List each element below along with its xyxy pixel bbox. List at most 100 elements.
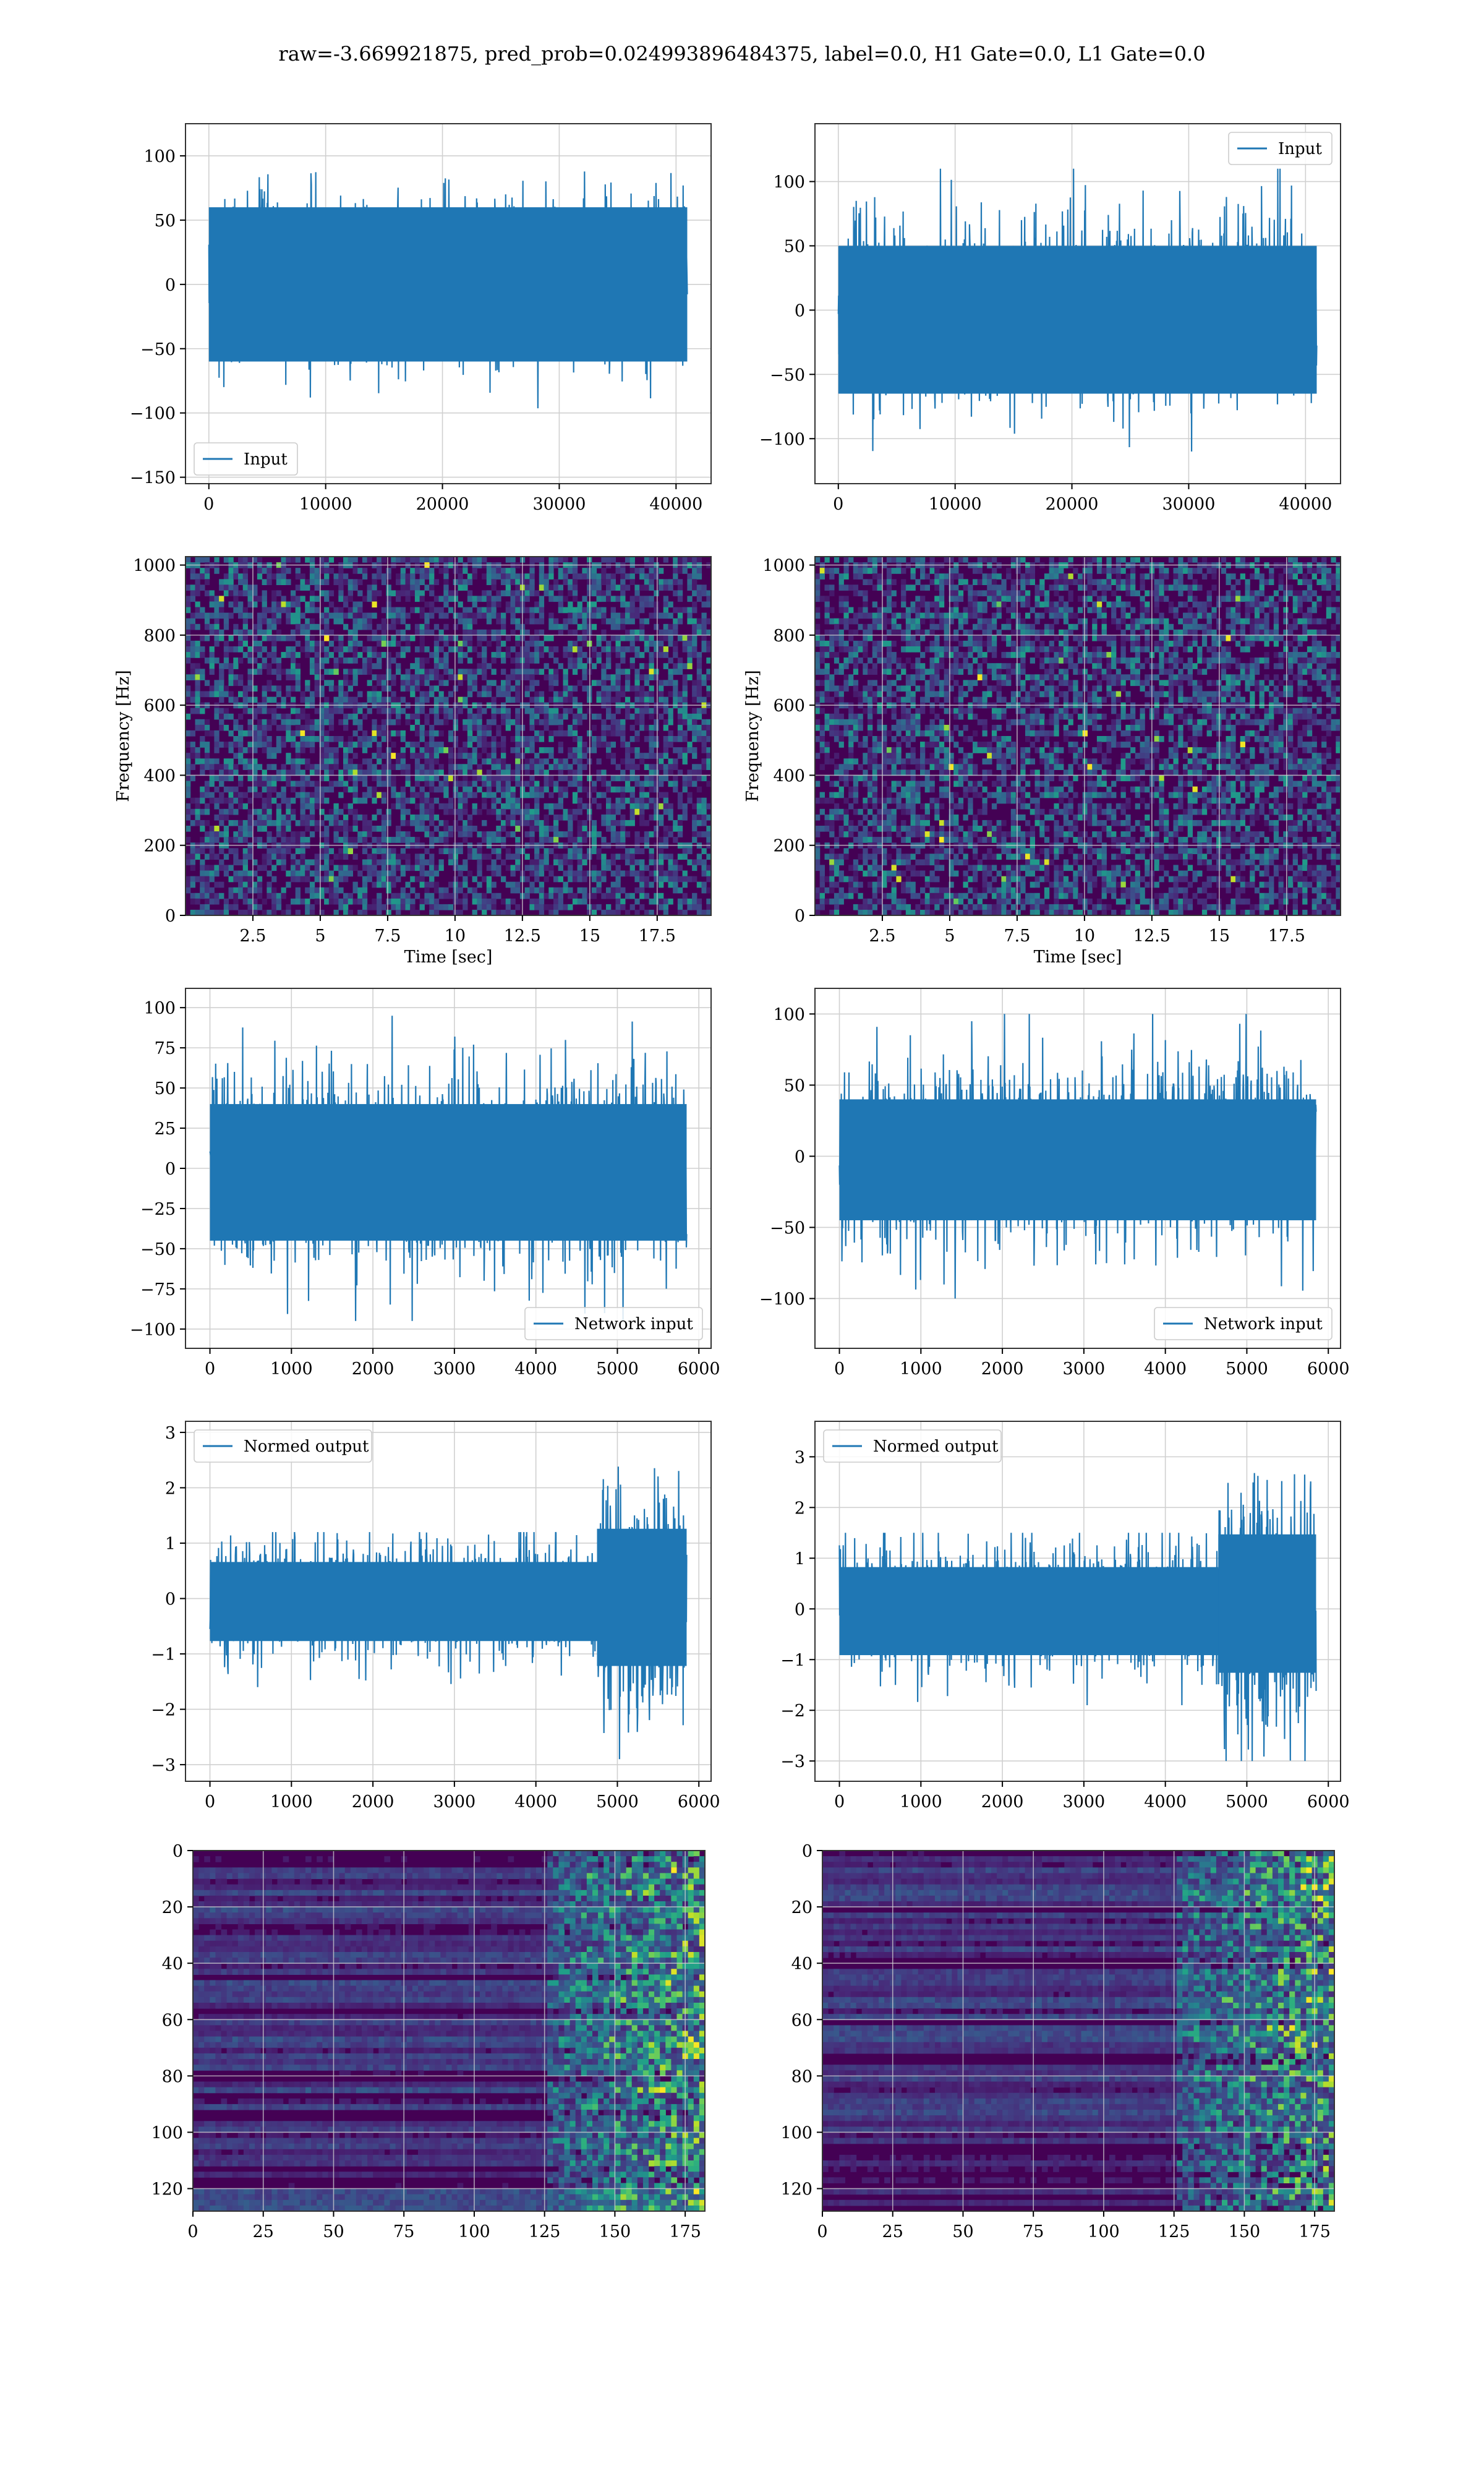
heatmap-cell xyxy=(467,685,473,692)
heatmap-cell xyxy=(252,769,258,776)
heatmap-cell xyxy=(190,742,195,748)
heatmap-cell xyxy=(515,719,521,726)
heatmap-cell xyxy=(843,797,849,804)
heatmap-cell xyxy=(558,629,563,636)
heatmap-cell xyxy=(324,870,330,877)
heatmap-cell xyxy=(400,612,406,619)
heatmap-cell xyxy=(692,640,697,647)
heatmap-cell xyxy=(262,618,267,625)
heatmap-cell xyxy=(629,758,635,764)
heatmap-cell xyxy=(352,680,358,687)
heatmap-cell xyxy=(677,579,683,585)
heatmap-cell xyxy=(233,601,239,608)
heatmap-cell xyxy=(377,881,382,888)
heatmap-cell xyxy=(692,775,697,782)
heatmap-cell xyxy=(615,669,621,675)
heatmap-cell xyxy=(659,685,664,692)
heatmap-cell xyxy=(276,769,282,776)
heatmap-cell xyxy=(352,618,358,625)
heatmap-cell xyxy=(381,618,387,625)
heatmap-cell xyxy=(606,865,612,871)
heatmap-cell xyxy=(863,909,868,915)
heatmap-cell xyxy=(414,892,420,899)
heatmap-cell xyxy=(396,909,401,915)
heatmap-cell xyxy=(539,601,545,608)
heatmap-cell xyxy=(195,892,200,899)
heatmap-cell xyxy=(228,590,234,597)
heatmap-cell xyxy=(659,629,664,636)
heatmap-cell xyxy=(577,713,582,720)
heatmap-cell xyxy=(433,898,440,905)
heatmap-cell xyxy=(477,775,482,782)
heatmap-cell xyxy=(405,769,411,776)
x-tick-label: 0 xyxy=(833,495,843,514)
heatmap-cell xyxy=(639,870,645,877)
heatmap-cell xyxy=(204,792,210,798)
heatmap-cell xyxy=(558,898,563,905)
heatmap-cell xyxy=(877,814,882,821)
heatmap-cell xyxy=(419,724,425,731)
heatmap-cell xyxy=(314,596,320,602)
heatmap-cell xyxy=(824,826,830,832)
heatmap-cell xyxy=(568,601,573,608)
heatmap-cell xyxy=(539,837,545,843)
heatmap-cell xyxy=(568,904,573,910)
heatmap-cell xyxy=(629,736,635,742)
heatmap-cell xyxy=(386,736,391,742)
heatmap-cell xyxy=(872,775,877,782)
heatmap-cell xyxy=(405,579,411,585)
heatmap-cell xyxy=(654,590,659,597)
heatmap-cell xyxy=(558,814,563,821)
heatmap-cell xyxy=(610,596,616,602)
heatmap-cell xyxy=(548,736,554,742)
heatmap-cell xyxy=(687,876,693,883)
heatmap-cell xyxy=(496,769,501,776)
heatmap-cell xyxy=(696,808,702,815)
heatmap-cell xyxy=(629,892,635,899)
heatmap-cell xyxy=(649,786,654,793)
heatmap-cell xyxy=(467,674,473,680)
heatmap-cell xyxy=(372,612,377,619)
heatmap-cell xyxy=(190,691,195,698)
heatmap-cell xyxy=(644,573,650,580)
heatmap-cell xyxy=(186,769,191,776)
heatmap-cell xyxy=(319,646,325,653)
heatmap-cell xyxy=(400,573,406,580)
heatmap-cell xyxy=(328,719,335,726)
heatmap-cell xyxy=(276,775,282,782)
heatmap-cell xyxy=(300,792,305,798)
heatmap-cell xyxy=(377,904,382,910)
heatmap-cell xyxy=(228,904,234,910)
heatmap-cell xyxy=(673,781,678,787)
heatmap-cell xyxy=(372,837,377,843)
heatmap-cell xyxy=(620,657,626,664)
heatmap-cell xyxy=(209,691,215,698)
heatmap-cell xyxy=(252,635,258,641)
heatmap-cell xyxy=(443,781,449,787)
heatmap-cell xyxy=(663,601,668,608)
heatmap-cell xyxy=(848,708,854,714)
heatmap-cell xyxy=(491,736,497,742)
heatmap-cell xyxy=(491,680,497,687)
heatmap-cell xyxy=(534,590,540,597)
heatmap-cell xyxy=(596,870,602,877)
heatmap-cell xyxy=(200,792,205,798)
heatmap-cell xyxy=(848,758,854,764)
heatmap-cell xyxy=(577,753,582,759)
heatmap-cell xyxy=(882,708,887,714)
heatmap-cell xyxy=(563,596,568,602)
heatmap-cell xyxy=(496,568,501,574)
heatmap-cell xyxy=(305,601,310,608)
heatmap-cell xyxy=(238,881,244,888)
heatmap-cell xyxy=(568,837,573,843)
heatmap-cell xyxy=(577,719,582,726)
heatmap-cell xyxy=(515,607,521,614)
heatmap-cell xyxy=(515,837,521,843)
heatmap-cell xyxy=(324,814,330,821)
heatmap-cell xyxy=(242,623,248,630)
heatmap-cell xyxy=(328,859,335,866)
heatmap-cell xyxy=(853,887,859,894)
heatmap-cell xyxy=(223,646,229,653)
heatmap-cell xyxy=(539,769,545,776)
heatmap-cell xyxy=(539,640,545,647)
